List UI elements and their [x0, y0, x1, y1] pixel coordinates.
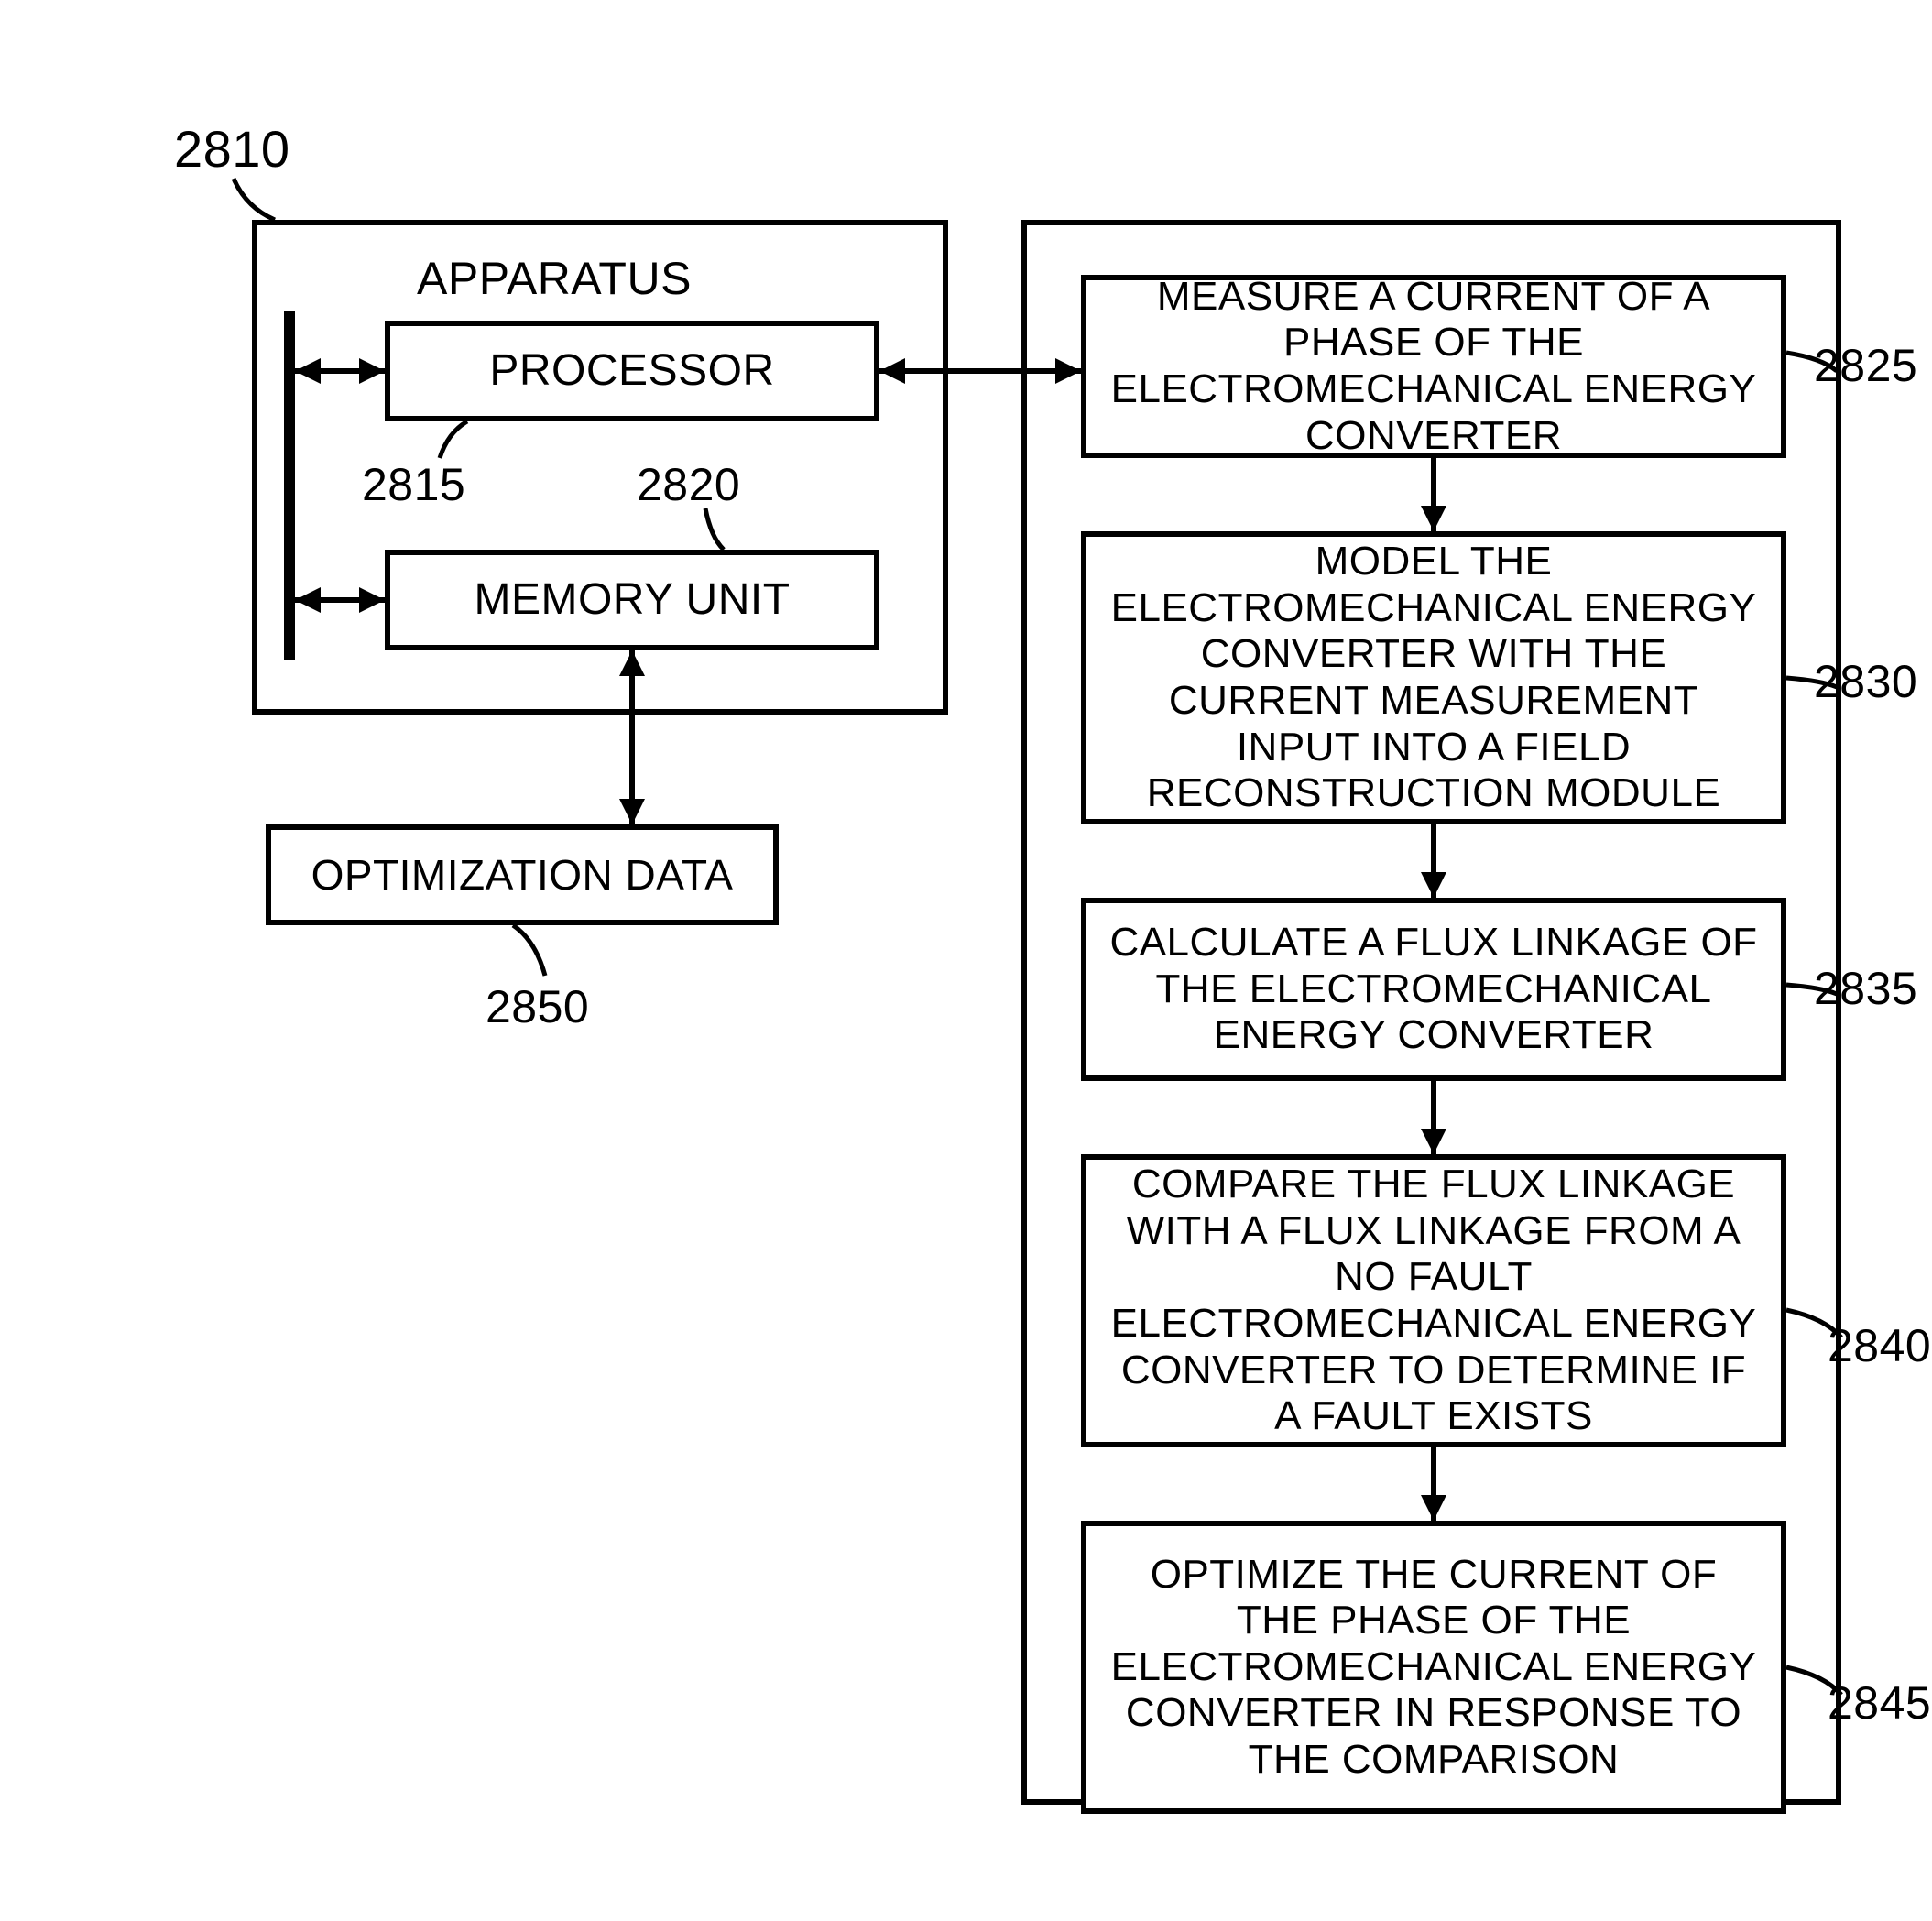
flow-arrow-4	[1397, 1411, 1470, 1557]
flow-arrow-2	[1397, 788, 1470, 934]
flow-arrow-1	[1397, 421, 1470, 568]
step4-ref-pointer	[1759, 1282, 1869, 1365]
flow-arrow-3	[1397, 1044, 1470, 1191]
memory-opt-conn	[595, 614, 669, 861]
bus-memory-conn	[258, 563, 421, 637]
processor-ref-pointer	[412, 394, 495, 486]
diagram-canvas: 2810APPARATUSPROCESSOR2815MEMORY UNIT282…	[0, 0, 1932, 1921]
bus-processor-conn	[258, 334, 421, 408]
memory-ref-pointer	[678, 481, 751, 577]
apparatus-title: APPARATUS	[417, 252, 692, 305]
step5-ref-pointer	[1759, 1640, 1869, 1722]
step2-ref-pointer	[1759, 650, 1864, 715]
optimization-data-ref-pointer	[486, 898, 573, 1003]
step3-ref-pointer	[1759, 957, 1864, 1021]
step2-box: MODEL THE ELECTROMECHANICAL ENERGY CONVE…	[1081, 531, 1786, 824]
step1-ref-pointer	[1759, 325, 1864, 398]
step5-box: OPTIMIZE THE CURRENT OF THE PHASE OF THE…	[1081, 1521, 1786, 1814]
step4-box: COMPARE THE FLUX LINKAGE WITH A FLUX LIN…	[1081, 1154, 1786, 1447]
